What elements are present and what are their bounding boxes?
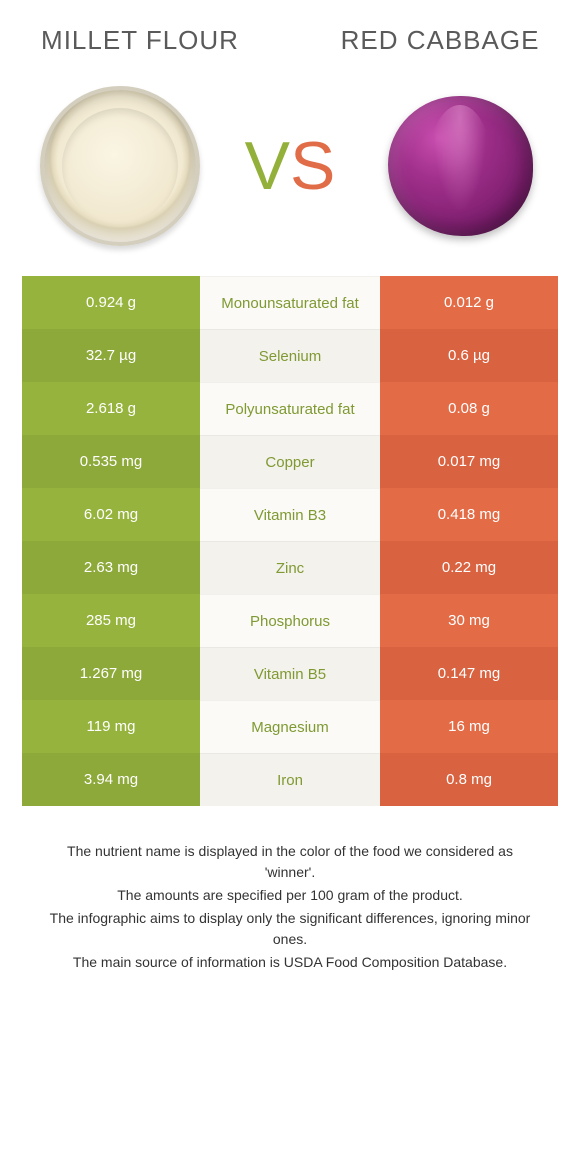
vs-label: VS (245, 127, 336, 205)
table-row: 3.94 mgIron0.8 mg (22, 753, 558, 806)
left-value: 2.63 mg (22, 541, 200, 594)
left-value: 32.7 µg (22, 329, 200, 382)
right-value: 0.017 mg (380, 435, 558, 488)
table-row: 2.618 gPolyunsaturated fat0.08 g (22, 382, 558, 435)
footnote-line: The main source of information is USDA F… (40, 952, 540, 973)
nutrient-name: Selenium (200, 329, 380, 382)
right-value: 0.418 mg (380, 488, 558, 541)
footnotes: The nutrient name is displayed in the co… (40, 841, 540, 973)
right-value: 30 mg (380, 594, 558, 647)
table-row: 6.02 mgVitamin B30.418 mg (22, 488, 558, 541)
left-value: 0.924 g (22, 276, 200, 329)
nutrient-name: Polyunsaturated fat (200, 382, 380, 435)
table-row: 0.924 gMonounsaturated fat0.012 g (22, 276, 558, 329)
right-value: 0.012 g (380, 276, 558, 329)
nutrient-name: Copper (200, 435, 380, 488)
nutrient-table: 0.924 gMonounsaturated fat0.012 g32.7 µg… (22, 276, 558, 806)
vs-s: S (290, 128, 335, 204)
right-food-title: Red cabbage (340, 25, 540, 56)
left-value: 0.535 mg (22, 435, 200, 488)
right-value: 0.6 µg (380, 329, 558, 382)
table-row: 2.63 mgZinc0.22 mg (22, 541, 558, 594)
right-food-image (375, 81, 545, 251)
right-value: 16 mg (380, 700, 558, 753)
table-row: 1.267 mgVitamin B50.147 mg (22, 647, 558, 700)
table-row: 32.7 µgSelenium0.6 µg (22, 329, 558, 382)
table-row: 119 mgMagnesium16 mg (22, 700, 558, 753)
right-value: 0.08 g (380, 382, 558, 435)
left-value: 119 mg (22, 700, 200, 753)
red-cabbage-icon (388, 96, 533, 236)
footnote-line: The amounts are specified per 100 gram o… (40, 885, 540, 906)
nutrient-name: Vitamin B5 (200, 647, 380, 700)
table-row: 285 mgPhosphorus30 mg (22, 594, 558, 647)
nutrient-name: Zinc (200, 541, 380, 594)
left-value: 285 mg (22, 594, 200, 647)
left-value: 6.02 mg (22, 488, 200, 541)
left-food-title: Millet flour (40, 25, 240, 56)
nutrient-name: Phosphorus (200, 594, 380, 647)
left-value: 1.267 mg (22, 647, 200, 700)
left-value: 2.618 g (22, 382, 200, 435)
millet-flour-icon (40, 86, 200, 246)
nutrient-name: Magnesium (200, 700, 380, 753)
vs-v: V (245, 128, 290, 204)
header: Millet flour Red cabbage (0, 0, 580, 71)
right-value: 0.22 mg (380, 541, 558, 594)
footnote-line: The nutrient name is displayed in the co… (40, 841, 540, 883)
nutrient-name: Monounsaturated fat (200, 276, 380, 329)
footnote-line: The infographic aims to display only the… (40, 908, 540, 950)
nutrient-name: Vitamin B3 (200, 488, 380, 541)
images-row: VS (0, 71, 580, 276)
right-value: 0.147 mg (380, 647, 558, 700)
left-value: 3.94 mg (22, 753, 200, 806)
nutrient-name: Iron (200, 753, 380, 806)
right-value: 0.8 mg (380, 753, 558, 806)
table-row: 0.535 mgCopper0.017 mg (22, 435, 558, 488)
left-food-image (35, 81, 205, 251)
